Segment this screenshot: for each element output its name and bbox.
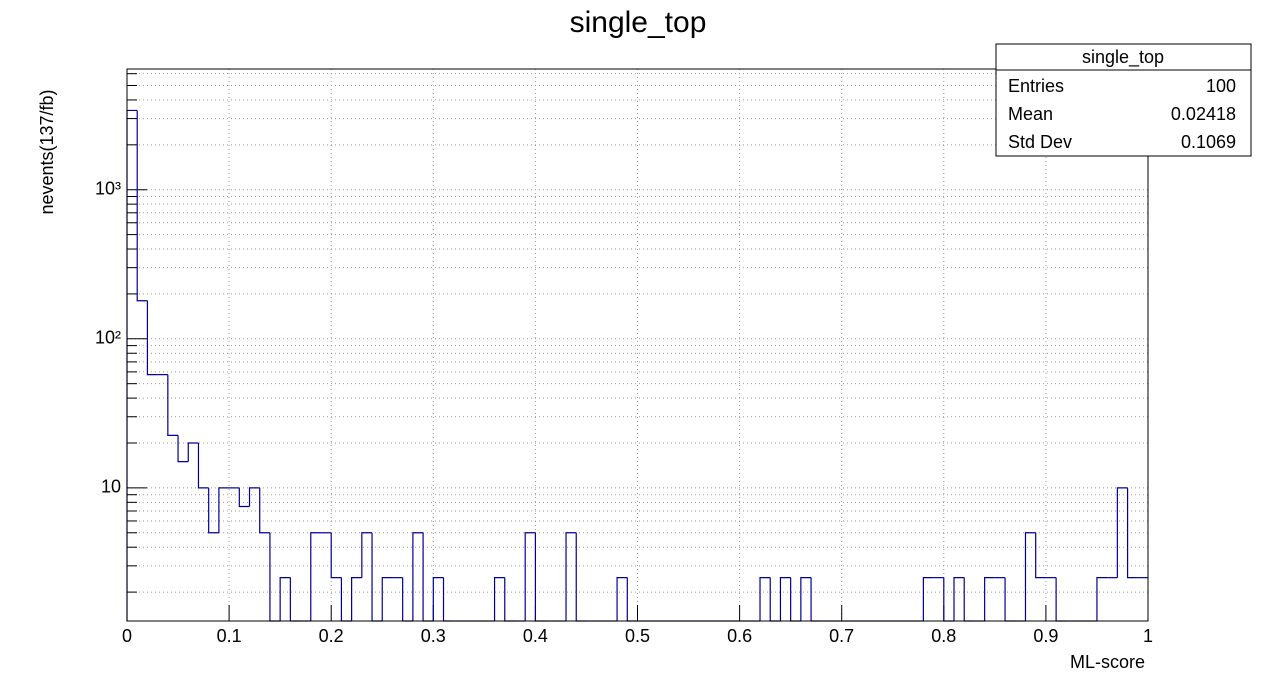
stats-label: Entries: [1008, 76, 1064, 96]
histogram-bin: [279, 577, 291, 621]
histogram-bin: [1126, 487, 1138, 579]
stats-label: Mean: [1008, 104, 1053, 124]
stats-label: Std Dev: [1008, 132, 1072, 152]
histogram-bin: [953, 577, 965, 621]
histogram-bin: [187, 442, 199, 462]
stats-value: 0.1069: [1181, 132, 1236, 152]
y-tick-label: 10³: [95, 178, 121, 198]
histogram-bin: [432, 577, 444, 621]
histogram-bin: [1035, 532, 1046, 579]
histogram-bin: [167, 374, 179, 436]
x-tick-label: 0.8: [931, 626, 956, 646]
x-tick-label: 0.9: [1033, 626, 1058, 646]
x-tick-label: 0.4: [523, 626, 548, 646]
stats-value: 0.02418: [1171, 104, 1236, 124]
histogram-bin: [208, 487, 219, 534]
stats-value: 100: [1206, 76, 1236, 96]
histogram-bin: [248, 487, 260, 507]
x-tick-label: 0.6: [727, 626, 752, 646]
histogram-bin: [565, 532, 577, 621]
histogram-bin: [146, 300, 158, 376]
histogram-bin: [616, 577, 628, 621]
histogram-bin: [524, 532, 536, 621]
x-tick-label: 0.2: [319, 626, 344, 646]
x-tick-label: 1: [1143, 626, 1153, 646]
histogram-bin: [412, 532, 424, 621]
x-tick-label: 0: [122, 626, 132, 646]
histogram-bin: [493, 577, 505, 621]
x-axis-label: ML-score: [1070, 652, 1145, 672]
histogram-bin: [1096, 577, 1108, 621]
histogram-bin: [361, 532, 373, 578]
histogram-bin: [136, 110, 148, 302]
histogram-bin: [759, 577, 771, 621]
stats-box: single_top Entries 100 Mean 0.02418 Std Dev 0…: [995, 43, 1252, 157]
histogram-bin: [351, 577, 362, 621]
histogram-bin: [779, 577, 791, 621]
histogram-bin: [922, 577, 934, 621]
chart-title: single_top: [570, 6, 707, 39]
x-tick-label: 0.3: [421, 626, 446, 646]
histogram-bin: [800, 577, 812, 621]
histogram-bin: [381, 577, 393, 621]
histogram-bin: [310, 532, 321, 621]
plot-frame: [126, 68, 1149, 622]
x-tick-label: 0.1: [217, 626, 242, 646]
histogram-bin: [177, 435, 189, 463]
histogram-bin: [197, 443, 209, 489]
histogram-bin: [1116, 487, 1128, 578]
y-tick-label: 10²: [95, 328, 121, 348]
histogram-bin: [330, 532, 342, 579]
x-tick-label: 0.5: [625, 626, 650, 646]
y-axis-label: nevents(137/fb): [37, 89, 57, 214]
plot-area: 10 10² 10³ 0 0.1 0.2 0.3 0.4 0.5 0.6 0.7 0.8 0.9 1: [95, 68, 1153, 646]
x-tick-label: 0.7: [829, 626, 854, 646]
stats-frame: [995, 43, 1252, 157]
histogram-bin: [218, 487, 230, 533]
histogram-bin: [1024, 532, 1036, 621]
y-tick-label: 10: [101, 477, 121, 497]
histogram-bin: [984, 577, 995, 621]
stats-title: single_top: [1082, 47, 1164, 68]
histogram-bin: [259, 487, 270, 534]
histogram-bin: [238, 487, 250, 508]
